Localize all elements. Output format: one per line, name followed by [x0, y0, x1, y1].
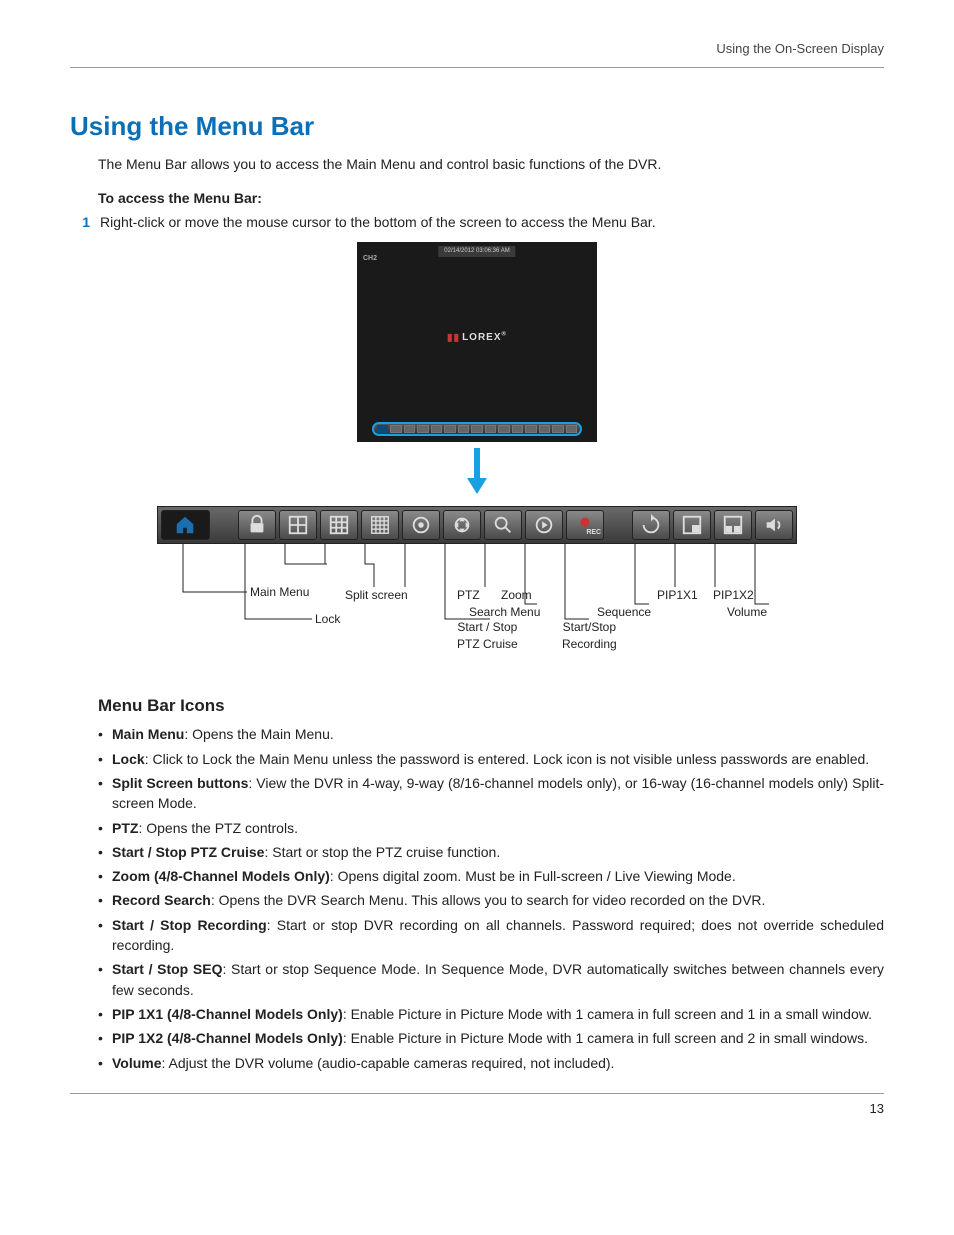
label-ptz-cruise: Start / StopPTZ Cruise — [457, 619, 518, 654]
page-number: 13 — [70, 1100, 884, 1119]
icons-section-title: Menu Bar Icons — [98, 694, 884, 719]
page-title: Using the Menu Bar — [70, 108, 884, 146]
bottom-rule — [70, 1093, 884, 1094]
sequence-button[interactable] — [632, 510, 670, 540]
lorex-logo-text: LOREX — [462, 332, 501, 343]
volume-button[interactable] — [755, 510, 793, 540]
toolbar-callouts: Main Menu Lock Split screen PTZ Start / … — [157, 544, 797, 654]
access-heading: To access the Menu Bar: — [98, 188, 884, 208]
step-number: 1 — [70, 212, 90, 232]
label-split-screen: Split screen — [345, 587, 408, 604]
top-rule — [70, 67, 884, 68]
zoom-button[interactable] — [484, 510, 522, 540]
list-item: PIP 1X1 (4/8-Channel Models Only): Enabl… — [98, 1004, 884, 1024]
list-item: Zoom (4/8-Channel Models Only): Opens di… — [98, 866, 884, 886]
search-button[interactable] — [525, 510, 563, 540]
label-lock: Lock — [315, 611, 340, 628]
label-ptz: PTZ — [457, 587, 480, 604]
list-item: Start / Stop Recording: Start or stop DV… — [98, 915, 884, 956]
label-sequence: Sequence — [597, 604, 651, 621]
dvr-channel-label: CH2 — [363, 254, 377, 264]
arrow-down-icon — [465, 448, 489, 494]
running-head: Using the On-Screen Display — [70, 40, 884, 59]
list-item: PTZ: Opens the PTZ controls. — [98, 818, 884, 838]
dvr-screenshot: 02/14/2012 03:06:36 AM CH2 ▮▮LOREX® — [70, 242, 884, 501]
list-item: Main Menu: Opens the Main Menu. — [98, 724, 884, 744]
lock-button[interactable] — [238, 510, 276, 540]
step-1: 1 Right-click or move the mouse cursor t… — [70, 212, 884, 232]
lorex-logo: ▮▮LOREX® — [447, 331, 507, 346]
split-16-button[interactable] — [361, 510, 399, 540]
list-item: Lock: Click to Lock the Main Menu unless… — [98, 749, 884, 769]
ptz-cruise-button[interactable] — [443, 510, 481, 540]
toolbar-spacer — [607, 510, 629, 540]
split-9-button[interactable] — [320, 510, 358, 540]
split-4-button[interactable] — [279, 510, 317, 540]
list-item: Split Screen buttons: View the DVR in 4-… — [98, 773, 884, 814]
list-item: Start / Stop PTZ Cruise: Start or stop t… — [98, 842, 884, 862]
label-volume: Volume — [727, 604, 767, 621]
main-menu-button[interactable] — [161, 510, 210, 540]
list-item: PIP 1X2 (4/8-Channel Models Only): Enabl… — [98, 1028, 884, 1048]
label-pip1x1: PIP1X1 — [657, 587, 698, 604]
icons-list: Main Menu: Opens the Main Menu. Lock: Cl… — [98, 724, 884, 1072]
dvr-timestamp: 02/14/2012 03:06:36 AM — [438, 246, 515, 257]
ptz-button[interactable] — [402, 510, 440, 540]
toolbar-spacer — [213, 510, 235, 540]
pip1x1-button[interactable] — [673, 510, 711, 540]
list-item: Volume: Adjust the DVR volume (audio-cap… — [98, 1053, 884, 1073]
label-main-menu: Main Menu — [250, 584, 309, 601]
record-button[interactable]: REC — [566, 510, 604, 540]
pip1x2-button[interactable] — [714, 510, 752, 540]
label-search-menu: Search Menu — [469, 604, 540, 621]
dvr-menubar-small — [372, 422, 582, 436]
toolbar-enlarged: REC — [157, 506, 797, 654]
label-zoom: Zoom — [501, 587, 532, 604]
step-text: Right-click or move the mouse cursor to … — [100, 212, 884, 232]
list-item: Start / Stop SEQ: Start or stop Sequence… — [98, 959, 884, 1000]
label-pip1x2: PIP1X2 — [713, 587, 754, 604]
toolbar: REC — [157, 506, 797, 544]
intro-text: The Menu Bar allows you to access the Ma… — [98, 154, 884, 174]
dvr-screen: 02/14/2012 03:06:36 AM CH2 ▮▮LOREX® — [357, 242, 597, 442]
list-item: Record Search: Opens the DVR Search Menu… — [98, 890, 884, 910]
label-recording: Start/StopRecording — [562, 619, 617, 654]
